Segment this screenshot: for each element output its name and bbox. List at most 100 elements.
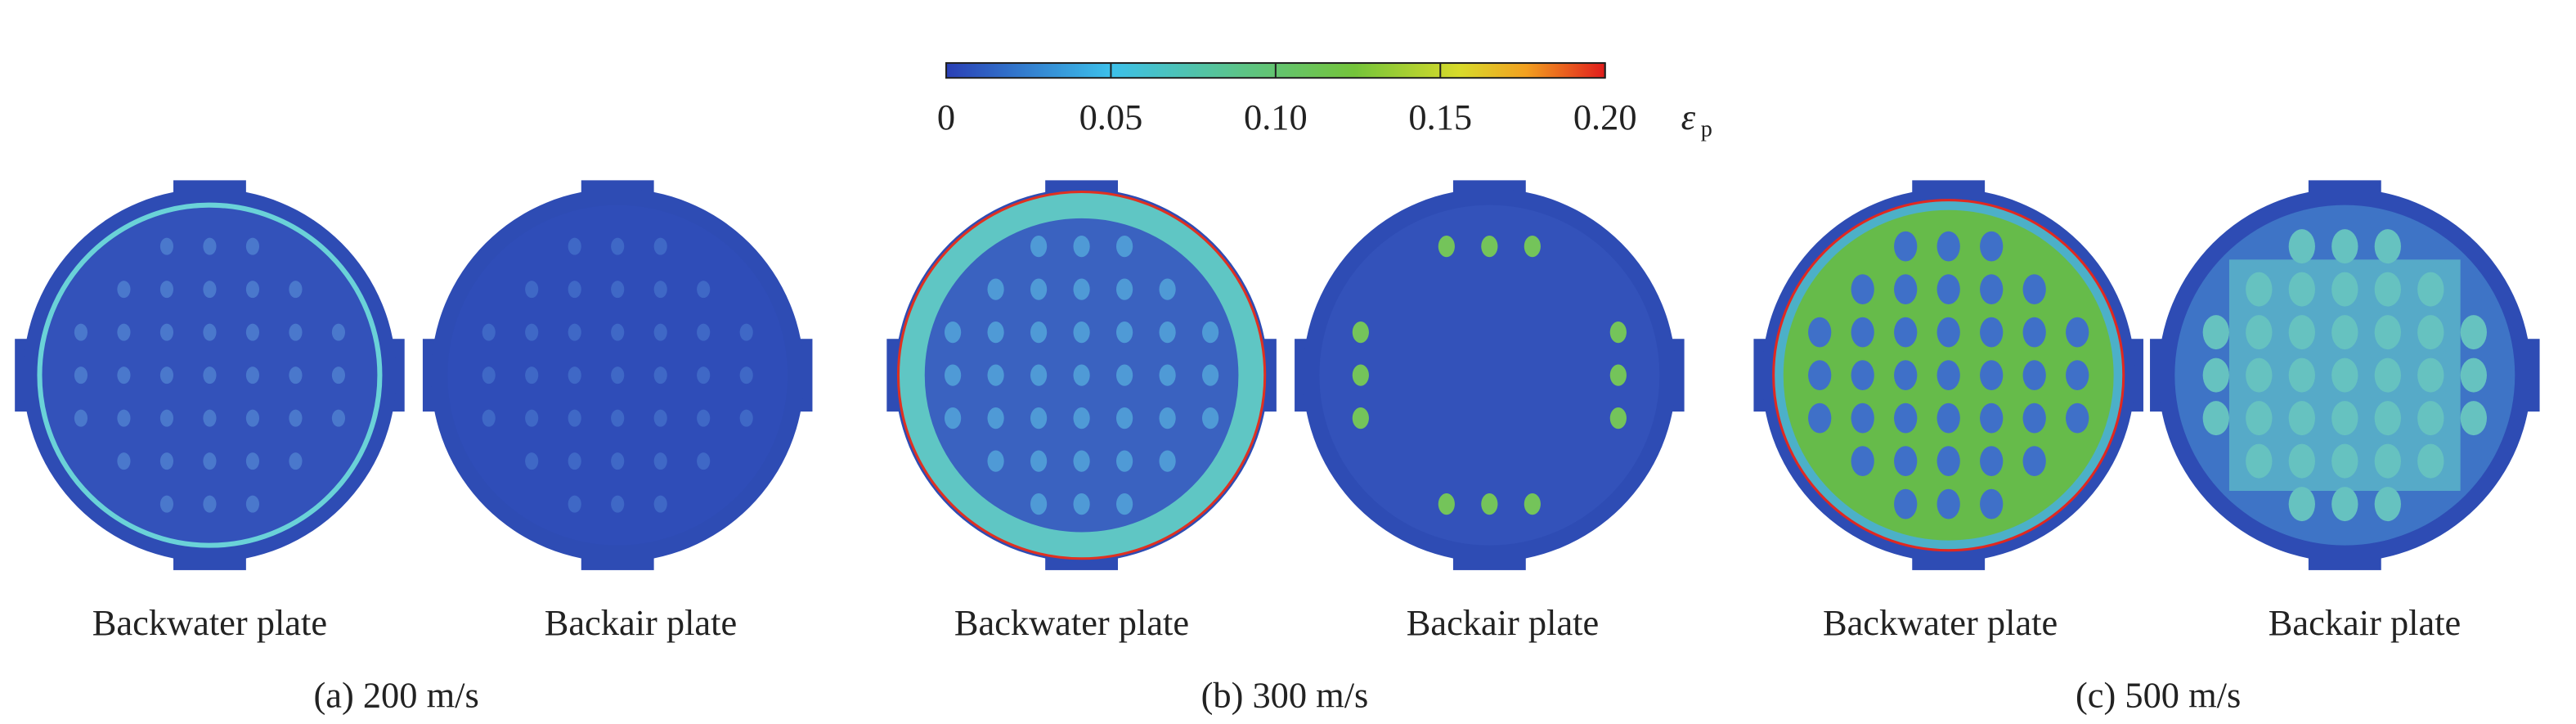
plate-spot	[2331, 443, 2358, 479]
plate-spot	[1851, 402, 1874, 434]
plate-spot	[1808, 360, 1832, 391]
plate-spot	[2417, 272, 2444, 307]
plate-spot	[289, 281, 303, 299]
plate-spot	[2246, 401, 2273, 436]
plate-spot	[203, 281, 217, 299]
plate-spot	[1030, 322, 1048, 344]
plate-image	[886, 180, 1277, 570]
plate-spot	[2374, 229, 2401, 264]
plate-spot	[1030, 364, 1048, 386]
plate-spot	[1980, 274, 2004, 305]
plate-spot	[1936, 488, 1960, 519]
plate-spot	[1116, 450, 1133, 472]
plate-spot	[2246, 358, 2273, 393]
plate-label: Backair plate	[2269, 602, 2461, 643]
plate-spot	[2022, 317, 2046, 348]
plate-spot	[653, 237, 667, 255]
plate-spot	[525, 281, 539, 299]
plate-spot	[1609, 322, 1627, 344]
plate-spot	[2331, 358, 2358, 393]
plate-label: Backwater plate	[954, 602, 1189, 643]
plate-spot	[945, 364, 962, 386]
plate-spot	[245, 323, 260, 341]
plate-spot	[1202, 364, 1219, 386]
colorbar-tick-label: 0	[937, 97, 955, 137]
plate-spot	[245, 237, 260, 255]
plate-spot	[1073, 407, 1090, 429]
plate-spot	[1894, 446, 1918, 477]
plate-spot	[331, 366, 346, 384]
plate-spot	[1073, 364, 1090, 386]
plate-spot	[568, 452, 581, 470]
plate-spot	[117, 366, 131, 384]
plate-spot	[739, 409, 753, 427]
plate-spot	[653, 452, 667, 470]
plate-spot	[1980, 360, 2004, 391]
plate-spot	[1609, 364, 1627, 386]
plate-spot	[653, 366, 667, 384]
plate-spot	[2022, 402, 2046, 434]
plate-spot	[2331, 401, 2358, 436]
plate-spot	[1936, 274, 1960, 305]
plate-spot	[2417, 443, 2444, 479]
plate-spot	[289, 366, 303, 384]
plate-spot	[568, 323, 581, 341]
plate-spot	[1894, 488, 1918, 519]
plate-spot	[159, 452, 174, 470]
plate-label: Backwater plate	[1823, 602, 2058, 643]
plate-spot	[2288, 272, 2315, 307]
plate-spot	[245, 366, 260, 384]
plate-spot	[1030, 450, 1048, 472]
plate-spot	[987, 450, 1004, 472]
colorbar-subscript: p	[1701, 116, 1712, 142]
plate-spot	[568, 281, 581, 299]
plate-spot	[611, 495, 625, 513]
plate-spot	[1894, 231, 1918, 262]
plate-spot	[1352, 322, 1369, 344]
colorbar-tick-label: 0.15	[1408, 97, 1472, 137]
plate-spot	[2417, 358, 2444, 393]
plate-spot	[2460, 358, 2487, 393]
plate-spot	[2066, 402, 2089, 434]
plate-spot	[1936, 231, 1960, 262]
plate-spot	[739, 323, 753, 341]
plate-spot	[203, 495, 217, 513]
plate-spot	[987, 364, 1004, 386]
plate-edge	[1772, 199, 2125, 552]
plate-image	[1295, 180, 1685, 570]
plate-spot	[568, 237, 581, 255]
plate-spot	[568, 495, 581, 513]
plate-spot	[159, 237, 174, 255]
plate-spot	[697, 366, 711, 384]
plate-spot	[159, 366, 174, 384]
plate-image	[2150, 180, 2540, 570]
plate-spot	[482, 409, 496, 427]
plate-spot	[525, 452, 539, 470]
plate-spot	[117, 452, 131, 470]
plate-spot	[2417, 315, 2444, 350]
plate-spot	[203, 237, 217, 255]
plate-spot	[697, 281, 711, 299]
plate-spot	[74, 323, 88, 341]
plate-spot	[245, 409, 260, 427]
panel-caption: (a) 200 m/s	[313, 675, 478, 716]
plate-spot	[1073, 322, 1090, 344]
colorbar-tick-label: 0.20	[1573, 97, 1637, 137]
plate-spot	[945, 322, 962, 344]
plate-spot	[1202, 322, 1219, 344]
plate-spot	[1851, 360, 1874, 391]
plate-spot	[2331, 487, 2358, 522]
plate-spot	[2066, 317, 2089, 348]
plate-spot	[1936, 402, 1960, 434]
plate-spot	[1116, 322, 1133, 344]
plate-spot	[1980, 402, 2004, 434]
plate-spot	[987, 322, 1004, 344]
plate-spot	[1073, 493, 1090, 515]
plate-spot	[1851, 446, 1874, 477]
plate-spot	[1073, 236, 1090, 258]
plate-spot	[945, 407, 962, 429]
plate-spot	[2288, 358, 2315, 393]
plate-spot	[2331, 229, 2358, 264]
plate-spot	[2288, 443, 2315, 479]
